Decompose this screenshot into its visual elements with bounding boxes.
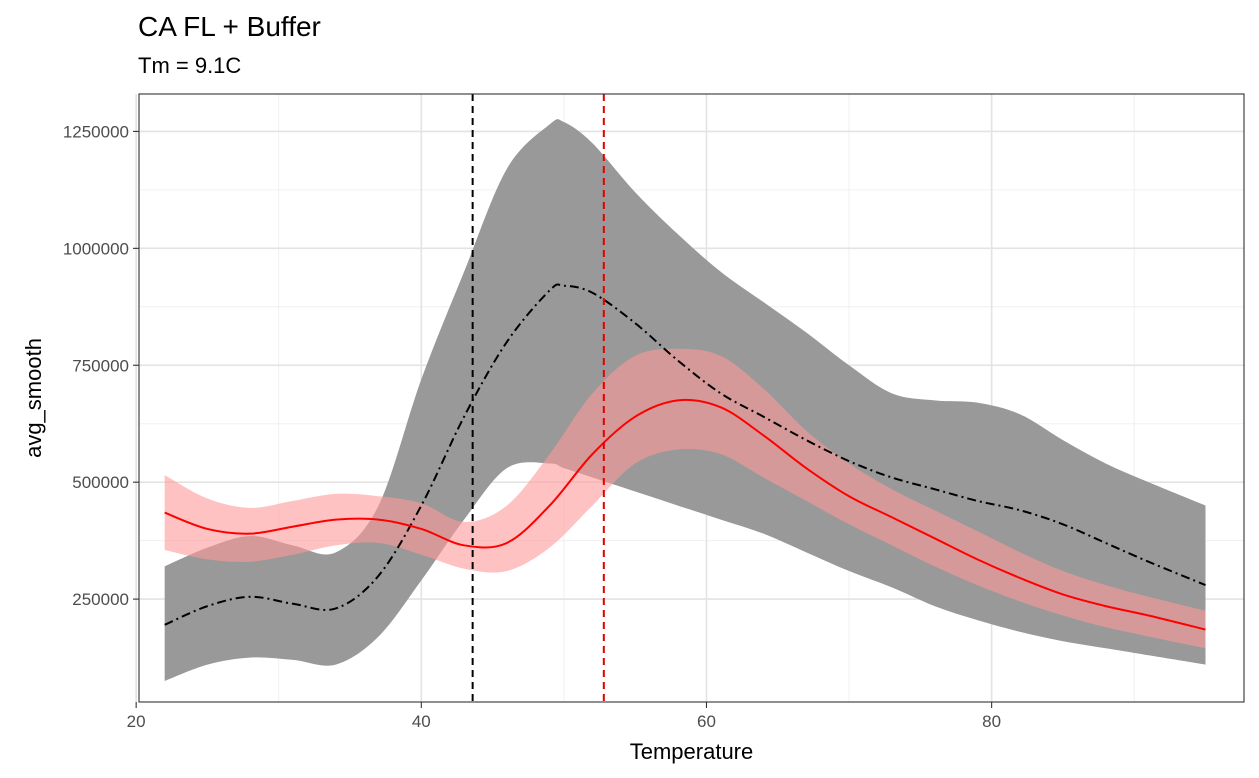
x-axis-ticks: 20 40 60 80 <box>127 702 1001 731</box>
y-tick-label: 500000 <box>72 473 129 492</box>
x-tick-label: 40 <box>412 712 431 731</box>
x-axis-title: Temperature <box>630 739 754 764</box>
y-tick-label: 1250000 <box>63 122 129 141</box>
chart-title: CA FL + Buffer <box>138 11 321 42</box>
confidence-band <box>164 348 1206 649</box>
series-line <box>164 398 1206 631</box>
x-tick-label: 60 <box>697 712 716 731</box>
reference-lines <box>471 94 605 702</box>
plot-panel-border <box>138 93 1245 703</box>
y-tick-label: 250000 <box>72 590 129 609</box>
series-line <box>164 283 1206 626</box>
x-tick-label: 20 <box>127 712 146 731</box>
chart-subtitle: Tm = 9.1C <box>138 53 241 78</box>
y-tick-label: 750000 <box>72 356 129 375</box>
y-tick-label: 1000000 <box>63 239 129 258</box>
x-tick-label: 80 <box>982 712 1001 731</box>
series-lines <box>164 283 1206 631</box>
y-axis-ticks: 250000 500000 750000 1000000 1250000 <box>63 122 139 609</box>
y-axis-title: avg_smooth <box>21 338 46 458</box>
